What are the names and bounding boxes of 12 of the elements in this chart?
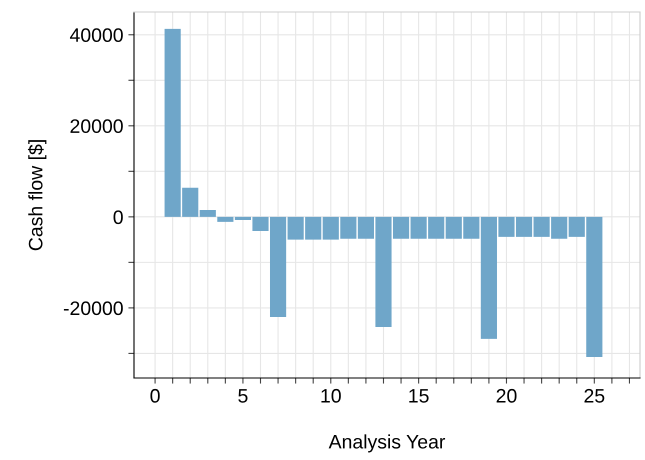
x-tick-label: 5 xyxy=(238,389,248,403)
y-tick-label: -20000 xyxy=(64,301,123,316)
y-tick-label: 0 xyxy=(114,210,123,224)
y-tick-label: 40000 xyxy=(70,28,123,42)
x-tick-label: 25 xyxy=(584,388,604,403)
x-tick-label: 15 xyxy=(409,389,429,403)
y-axis-title: Cash flow [$] xyxy=(28,140,46,250)
x-tick-label: 0 xyxy=(150,388,160,403)
x-axis-title: Analysis Year xyxy=(328,434,446,452)
y-tick-label: 20000 xyxy=(70,119,123,134)
x-tick-label: 10 xyxy=(321,388,341,403)
x-tick-label: 20 xyxy=(496,388,517,403)
